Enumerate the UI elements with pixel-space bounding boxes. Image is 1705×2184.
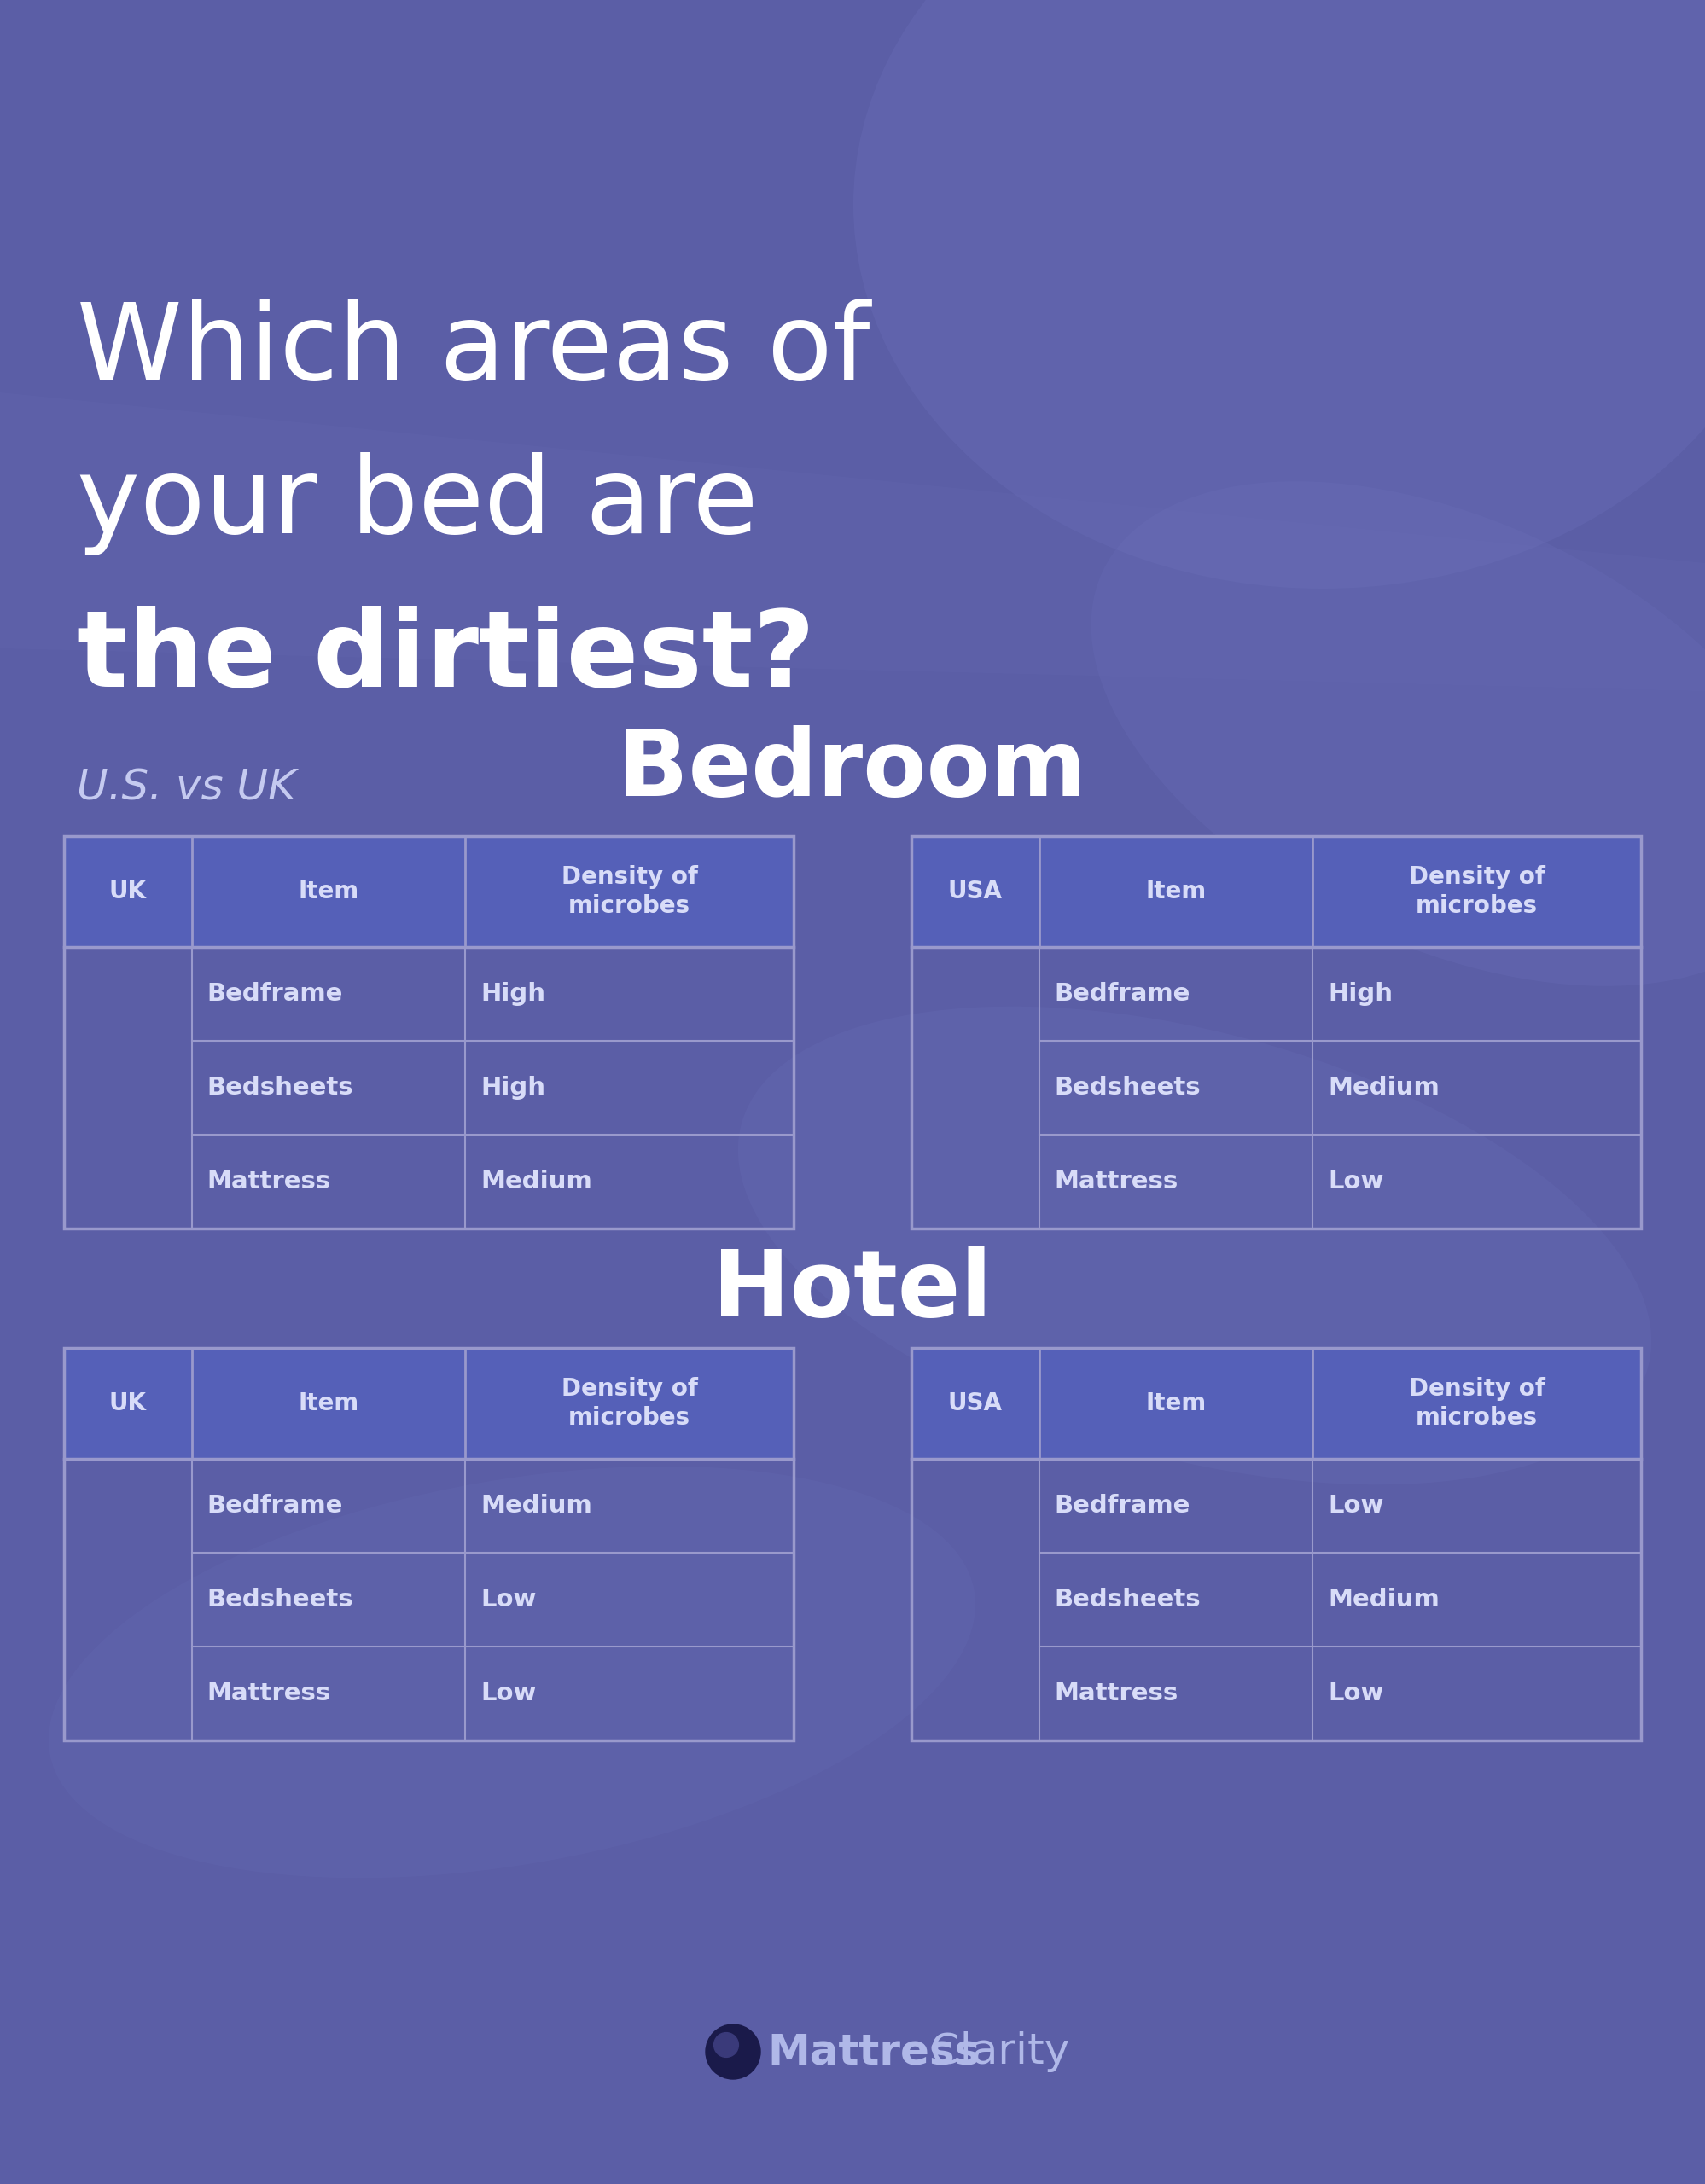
Text: Medium: Medium <box>481 1494 592 1518</box>
Text: Item: Item <box>1146 880 1205 904</box>
Text: Medium: Medium <box>1328 1588 1439 1612</box>
Text: UK: UK <box>109 880 147 904</box>
Ellipse shape <box>738 1007 1652 1485</box>
Text: UK: UK <box>109 1391 147 1415</box>
Text: Bedsheets: Bedsheets <box>1054 1077 1200 1101</box>
Text: the dirtiest?: the dirtiest? <box>77 605 815 710</box>
Text: USA: USA <box>948 1391 1003 1415</box>
Text: Item: Item <box>298 1391 358 1415</box>
Text: Bedsheets: Bedsheets <box>206 1588 353 1612</box>
Text: Medium: Medium <box>1328 1077 1439 1101</box>
Text: High: High <box>1328 983 1393 1007</box>
Text: U.S. vs UK: U.S. vs UK <box>77 769 297 808</box>
Text: Which areas of: Which areas of <box>77 299 870 402</box>
Circle shape <box>706 2025 760 2079</box>
Text: Density of
microbes: Density of microbes <box>1408 1376 1545 1431</box>
Text: Low: Low <box>1328 1682 1384 1706</box>
Ellipse shape <box>49 1465 975 1878</box>
Text: Mattress: Mattress <box>206 1682 331 1706</box>
Text: Item: Item <box>1146 1391 1205 1415</box>
Text: Density of
microbes: Density of microbes <box>561 865 697 917</box>
Ellipse shape <box>1091 480 1705 985</box>
Ellipse shape <box>854 0 1705 590</box>
Polygon shape <box>0 393 1705 690</box>
Text: Low: Low <box>481 1588 537 1612</box>
Text: Bedsheets: Bedsheets <box>1054 1588 1200 1612</box>
Text: Density of
microbes: Density of microbes <box>561 1376 697 1431</box>
Text: Low: Low <box>481 1682 537 1706</box>
FancyBboxPatch shape <box>65 836 793 948</box>
Text: Mattress: Mattress <box>1054 1171 1178 1192</box>
Text: USA: USA <box>948 880 1003 904</box>
Text: Bedframe: Bedframe <box>206 1494 343 1518</box>
Text: Medium: Medium <box>481 1171 592 1192</box>
Text: Low: Low <box>1328 1171 1384 1192</box>
Text: Bedframe: Bedframe <box>1054 1494 1190 1518</box>
Text: Clarity: Clarity <box>917 2031 1069 2073</box>
Text: Item: Item <box>298 880 358 904</box>
Text: Bedframe: Bedframe <box>206 983 343 1007</box>
Circle shape <box>714 2033 738 2057</box>
Text: High: High <box>481 983 546 1007</box>
FancyBboxPatch shape <box>912 1348 1640 1459</box>
Text: High: High <box>481 1077 546 1101</box>
Text: Bedframe: Bedframe <box>1054 983 1190 1007</box>
Text: Hotel: Hotel <box>713 1245 992 1337</box>
Text: your bed are: your bed are <box>77 452 759 555</box>
FancyBboxPatch shape <box>912 836 1640 948</box>
Text: Bedsheets: Bedsheets <box>206 1077 353 1101</box>
FancyBboxPatch shape <box>65 1348 793 1459</box>
Text: Bedroom: Bedroom <box>619 725 1086 815</box>
Text: Mattress: Mattress <box>767 2031 980 2073</box>
Text: Mattress: Mattress <box>206 1171 331 1192</box>
Text: Density of
microbes: Density of microbes <box>1408 865 1545 917</box>
Text: Low: Low <box>1328 1494 1384 1518</box>
Text: Mattress: Mattress <box>1054 1682 1178 1706</box>
